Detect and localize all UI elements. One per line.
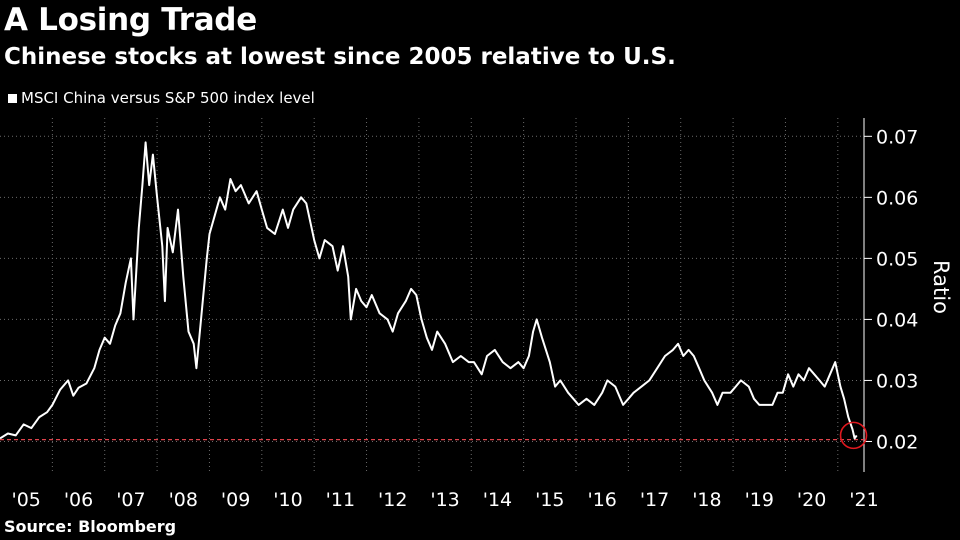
x-tick-label: '21 [849, 489, 878, 511]
legend-swatch [8, 93, 17, 103]
x-tick-label: '08 [169, 489, 198, 511]
x-tick-label: '05 [11, 489, 40, 511]
x-tick-label: '11 [326, 489, 355, 511]
axes: '05 '06 '07 '08 '09 '10 '11 '12 '13 '14 '15 '16 '17 '… [11, 118, 953, 511]
x-tick-label: '19 [745, 489, 774, 511]
x-tick-label: '07 [116, 489, 145, 511]
x-tick-label: '15 [535, 489, 564, 511]
y-axis-title: Ratio [929, 260, 953, 314]
y-tick-label: 0.03 [876, 370, 918, 392]
x-tick-label: '17 [640, 489, 669, 511]
y-tick-label: 0.05 [876, 248, 918, 270]
gridlines [0, 118, 864, 472]
y-tick-label: 0.04 [876, 309, 918, 331]
x-tick-label: '06 [64, 489, 93, 511]
x-tick-label: '12 [378, 489, 407, 511]
y-tick-label: 0.07 [876, 126, 918, 148]
highlight-circle [839, 421, 868, 450]
x-tick-label: '16 [587, 489, 616, 511]
legend-label: MSCI China versus S&P 500 index level [21, 89, 315, 107]
chart-subtitle: Chinese stocks at lowest since 2005 rela… [4, 44, 676, 70]
x-tick-label: '13 [430, 489, 459, 511]
series-line [0, 141, 858, 440]
chart-marks [0, 141, 868, 450]
chart-title: A Losing Trade [4, 2, 257, 38]
x-tick-label: '18 [692, 489, 721, 511]
y-tick-label: 0.06 [876, 187, 918, 209]
source-note: Source: Bloomberg [4, 517, 177, 536]
x-tick-label: '20 [797, 489, 826, 511]
x-tick-label: '14 [483, 489, 512, 511]
x-tick-label: '10 [273, 489, 302, 511]
x-tick-label: '09 [221, 489, 250, 511]
y-tick-label: 0.02 [876, 431, 918, 453]
legend: MSCI China versus S&P 500 index level [8, 89, 315, 107]
